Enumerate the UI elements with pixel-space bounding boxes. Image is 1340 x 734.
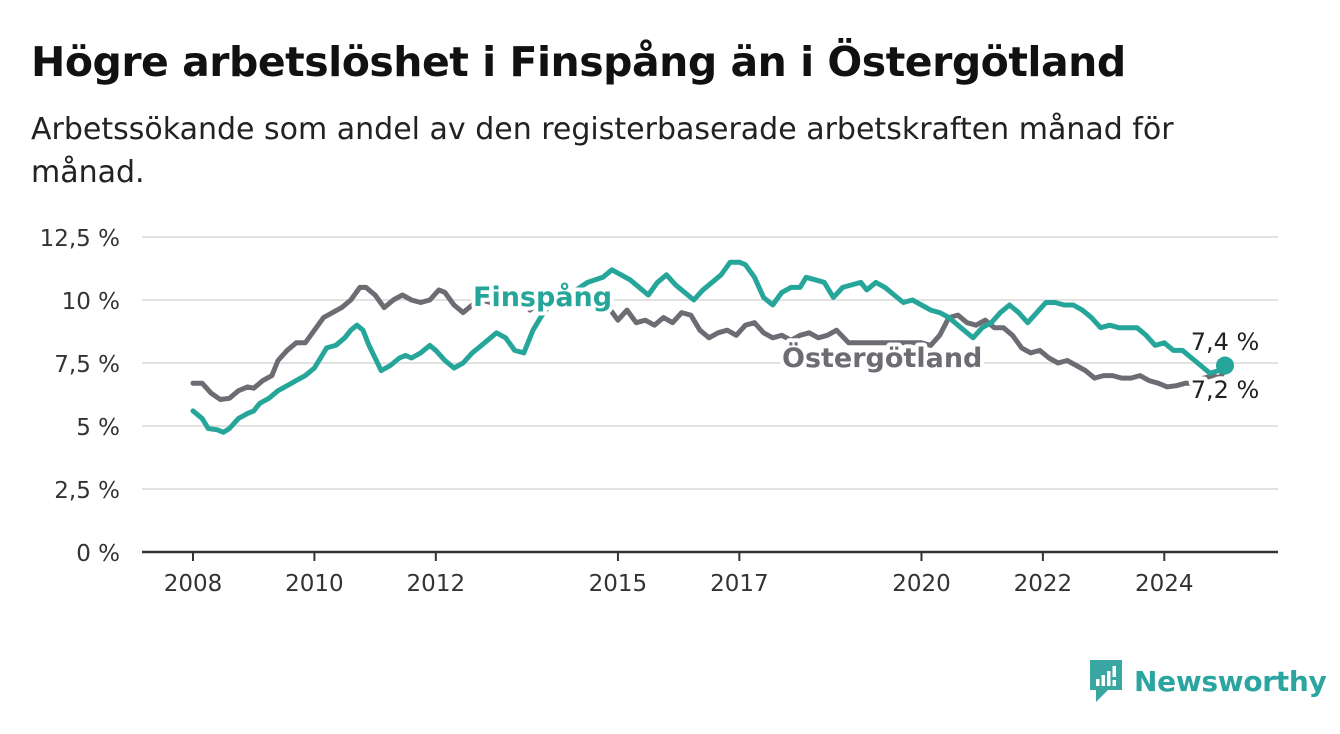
x-tick-label: 2022 (1014, 571, 1073, 597)
y-tick-label: 5 % (76, 415, 120, 441)
y-tick-label: 0 % (76, 541, 120, 567)
chart-title: Högre arbetslöshet i Finspång än i Öster… (31, 38, 1126, 86)
series-line--sterg-tland (190, 284, 1228, 402)
series-label-finspang-halo: Finspång (473, 281, 612, 313)
y-tick-label: 2,5 % (54, 478, 120, 504)
end-value-ostergotland-halo: 7,2 % (1191, 376, 1260, 404)
y-axis-tick-labels: 0 % 2,5 % 5 % 7,5 % 10 % 12,5 % (40, 226, 120, 567)
x-axis-tick-labels: 2008 2010 2012 2015 2017 2020 2022 2024 (164, 552, 1194, 597)
end-value-ostergotland: 7,2 % (1191, 376, 1260, 404)
end-value-finspang-halo: 7,4 % (1191, 328, 1260, 356)
brand-name: Newsworthy (1134, 664, 1327, 698)
series-lines (190, 259, 1234, 435)
newsworthy-logo-icon (1090, 660, 1122, 702)
x-tick-label: 2012 (407, 571, 466, 597)
x-tick-label: 2024 (1135, 571, 1194, 597)
series-label-ostergotland-halo: Östergötland (782, 341, 982, 374)
x-tick-label: 2017 (710, 571, 769, 597)
y-tick-label: 7,5 % (54, 352, 120, 378)
chart-subtitle: Arbetssökande som andel av den registerb… (31, 112, 1174, 190)
x-tick-label: 2015 (589, 571, 648, 597)
x-tick-label: 2010 (285, 571, 344, 597)
x-tick-label: 2008 (164, 571, 223, 597)
gridlines (142, 236, 1278, 554)
x-tick-label: 2020 (892, 571, 951, 597)
newsworthy-logo: Newsworthy (1088, 658, 1327, 704)
y-tick-label: 12,5 % (40, 226, 120, 252)
series-labels: FinspångFinspångÖstergötlandÖstergötland… (469, 277, 1263, 408)
series-label-finspang: Finspång (473, 281, 612, 313)
series-end-dot (1216, 356, 1234, 375)
end-value-finspang: 7,4 % (1191, 328, 1260, 356)
y-tick-label: 10 % (62, 289, 120, 315)
series-label-ostergotland: Östergötland (782, 341, 982, 374)
series-line-finsp-ng (190, 259, 1228, 435)
